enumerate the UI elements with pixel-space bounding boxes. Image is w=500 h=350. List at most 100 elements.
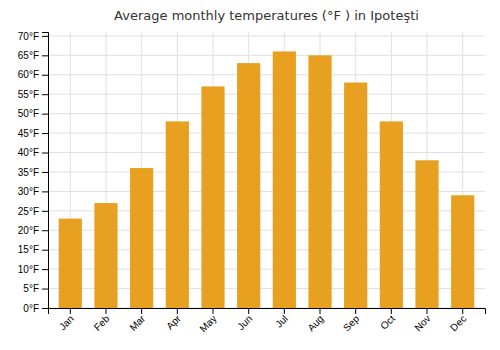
y-tick-mark (42, 172, 48, 173)
x-tick-label: May (197, 313, 218, 334)
x-tick-label: Apr (164, 312, 183, 331)
x-tick-label: Jun (235, 313, 254, 332)
y-tick-label: 15°F (18, 244, 39, 255)
y-tick-label: 65°F (18, 50, 39, 61)
x-tick-mark (391, 308, 392, 314)
bar (451, 195, 474, 308)
y-tick-mark (42, 211, 48, 212)
y-tick-mark (42, 289, 48, 290)
y-tick: 50°F (18, 108, 48, 119)
x-tick-mark (248, 308, 249, 314)
y-tick-label: 45°F (18, 128, 39, 139)
bar (380, 121, 403, 308)
y-tick-mark (42, 308, 48, 309)
x-tick: Jun (235, 308, 254, 332)
y-tick: 65°F (18, 50, 48, 61)
y-axis-line (42, 33, 49, 309)
y-tick-mark (42, 153, 48, 154)
y-tick: 25°F (18, 206, 48, 217)
y-tick-mark (42, 230, 48, 231)
chart: 0°F 5°F 10°F 15°F 20°F 25°F 30°F 35°F 40°F 45°F 50… (0, 0, 500, 350)
y-tick-mark (42, 133, 48, 134)
x-tick: Dec (448, 308, 468, 333)
y-grid-line (48, 133, 485, 134)
y-tick-label: 60°F (18, 69, 39, 80)
x-tick-mark (355, 308, 356, 314)
x-tick-label: Sep (341, 313, 362, 334)
y-tick-mark (42, 36, 48, 37)
x-tick: May (197, 308, 218, 334)
y-tick-label: 0°F (23, 303, 39, 314)
y-grid-line (48, 94, 485, 95)
x-tick-label: Oct (378, 313, 397, 332)
bar (344, 83, 367, 308)
y-tick: 60°F (18, 69, 48, 80)
x-tick-label: Dec (448, 313, 468, 333)
x-tick: Nov (412, 308, 432, 333)
x-tick-mark (105, 308, 106, 314)
x-tick: Jul (273, 308, 290, 330)
title: Average monthly temperatures (°F ) in Ip… (114, 8, 419, 23)
y-tick-mark (42, 269, 48, 270)
y-tick: 10°F (18, 264, 48, 275)
y-grid-line (48, 113, 485, 114)
y-tick: 15°F (18, 244, 48, 255)
bar (273, 51, 296, 308)
y-tick: 30°F (18, 186, 48, 197)
y-tick-label: 55°F (18, 89, 39, 100)
y-tick: 5°F (23, 283, 48, 294)
bar (237, 63, 260, 308)
y-tick-mark (42, 94, 48, 95)
x-tick: Sep (341, 308, 362, 333)
x-tick-mark (462, 308, 463, 314)
y-tick-mark (42, 114, 48, 115)
bar (130, 168, 153, 308)
x-tick-mark (70, 308, 71, 314)
x-tick-label: Jul (273, 313, 290, 330)
y-tick: 0°F (23, 303, 48, 314)
y-grid-line (48, 74, 485, 75)
x-tick: Jan (57, 308, 76, 332)
x-tick-mark (284, 308, 285, 314)
x-tick: Oct (378, 308, 397, 332)
bar (308, 55, 331, 308)
y-tick: 55°F (18, 89, 48, 100)
x-tick-label: Nov (412, 313, 432, 333)
y-tick-label: 40°F (18, 147, 39, 158)
y-grid-line (48, 152, 485, 153)
y-tick: 35°F (18, 167, 48, 178)
y-axis: 0°F 5°F 10°F 15°F 20°F 25°F 30°F 35°F 40°F 45°F 50… (18, 31, 49, 314)
y-tick-mark (42, 191, 48, 192)
x-tick-mark (427, 308, 428, 314)
x-axis: Jan Feb Mar Apr May Jun Jul Aug Sep Oct Nov Dec (49, 308, 486, 334)
x-axis-line (49, 309, 486, 315)
x-tick-label: Mar (127, 312, 147, 332)
y-tick: 40°F (18, 147, 48, 158)
y-tick-label: 30°F (18, 186, 39, 197)
grid (48, 32, 485, 308)
x-tick-mark (212, 308, 213, 314)
y-tick: 70°F (18, 31, 48, 42)
y-tick-label: 10°F (18, 264, 39, 275)
y-tick-mark (42, 75, 48, 76)
y-tick-label: 35°F (18, 167, 39, 178)
y-tick-label: 50°F (18, 108, 39, 119)
y-tick-label: 70°F (18, 31, 39, 42)
y-tick: 45°F (18, 128, 48, 139)
y-tick: 20°F (18, 225, 48, 236)
bars (59, 51, 475, 308)
y-tick-mark (42, 250, 48, 251)
x-tick: Feb (92, 308, 112, 333)
y-tick-mark (42, 55, 48, 56)
y-tick-label: 25°F (18, 206, 39, 217)
x-tick: Apr (164, 308, 183, 332)
bar (59, 219, 82, 308)
bar (94, 203, 117, 308)
x-tick-label: Jan (57, 313, 76, 332)
y-grid-line (48, 55, 485, 56)
bar (201, 86, 224, 308)
bar (166, 121, 189, 308)
y-grid-line (48, 35, 485, 36)
x-tick: Aug (305, 308, 325, 333)
x-tick: Mar (127, 308, 147, 333)
